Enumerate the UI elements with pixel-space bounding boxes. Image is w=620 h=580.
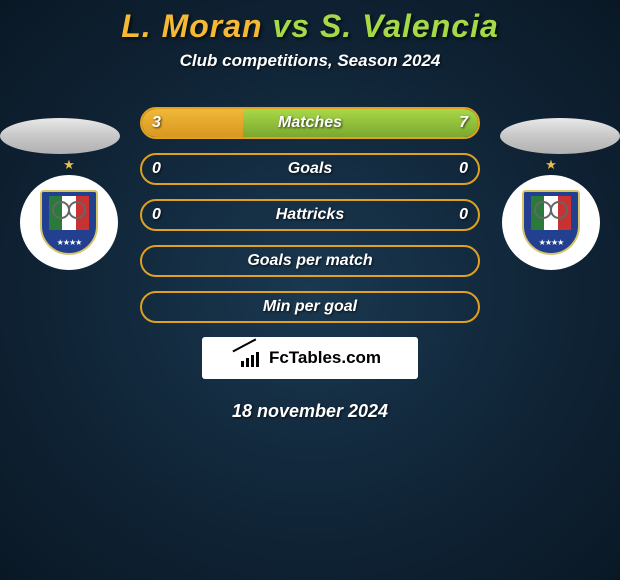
stat-row-min-per-goal: Min per goal (140, 291, 480, 323)
stat-row-goals-per-match: Goals per match (140, 245, 480, 277)
player-b-photo-placeholder (500, 118, 620, 154)
stat-label: Goals (142, 160, 478, 178)
player-a-photo-placeholder (0, 118, 120, 154)
stat-row-hattricks: 0 Hattricks 0 (140, 199, 480, 231)
stat-label: Goals per match (142, 252, 478, 270)
title-player-a: L. Moran (121, 8, 262, 44)
star-icon: ★ (545, 157, 557, 173)
title-player-b: S. Valencia (320, 8, 499, 44)
stat-value-right: 7 (459, 114, 468, 132)
date-text: 18 november 2024 (0, 401, 620, 422)
stat-row-goals: 0 Goals 0 (140, 153, 480, 185)
stat-label: Matches (142, 114, 478, 132)
subtitle: Club competitions, Season 2024 (0, 51, 620, 71)
star-icon: ★ (63, 157, 75, 173)
stat-row-matches: 3 Matches 7 (140, 107, 480, 139)
stat-label: Hattricks (142, 206, 478, 224)
stat-value-right: 0 (459, 206, 468, 224)
title-vs: vs (272, 8, 310, 44)
club-badge-right: ★ ★★★★ (502, 175, 600, 270)
stat-value-right: 0 (459, 160, 468, 178)
club-badge-left: ★ ★★★★ (20, 175, 118, 270)
stat-label: Min per goal (142, 298, 478, 316)
brand-text: FcTables.com (269, 348, 381, 368)
page-title: L. Moran vs S. Valencia (0, 0, 620, 45)
chart-icon (239, 349, 263, 367)
brand-box: FcTables.com (202, 337, 418, 379)
